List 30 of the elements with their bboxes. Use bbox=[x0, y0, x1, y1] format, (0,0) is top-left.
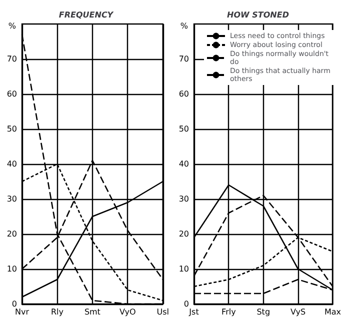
y-tick-label: 70 bbox=[178, 54, 189, 64]
y-tick-label: 40 bbox=[178, 160, 189, 168]
y-axis-title: % bbox=[8, 22, 16, 30]
y-tick-label: 0 bbox=[184, 300, 189, 308]
y-tick-label: 10 bbox=[178, 264, 189, 274]
y-tick-label: 60 bbox=[178, 90, 189, 98]
y-tick-label: 40 bbox=[6, 160, 17, 168]
x-tick-label: Nvr bbox=[14, 308, 30, 316]
y-tick-label: 20 bbox=[6, 230, 17, 238]
x-tick-label: Frly bbox=[222, 308, 236, 316]
y-tick-label: 50 bbox=[178, 124, 189, 134]
y-tick-label: 0 bbox=[12, 300, 17, 308]
x-tick-label: VyS bbox=[290, 308, 306, 316]
y-tick-label: 20 bbox=[178, 230, 189, 238]
chart-title: HOW STONED bbox=[227, 10, 290, 20]
y-axis-title: % bbox=[180, 22, 188, 30]
x-tick-label: VyO bbox=[120, 308, 136, 316]
chart-title: FREQUENCY bbox=[58, 10, 114, 20]
x-tick-label: Usl bbox=[156, 308, 169, 316]
x-tick-label: Max bbox=[324, 308, 342, 316]
x-tick-label: Stg bbox=[256, 308, 270, 316]
y-tick-label: 10 bbox=[6, 264, 17, 274]
y-tick-label: 30 bbox=[6, 194, 17, 204]
y-tick-label: 70 bbox=[6, 54, 17, 64]
x-tick-label: Rly bbox=[50, 308, 64, 316]
x-tick-label: Smt bbox=[84, 308, 100, 316]
y-tick-label: 30 bbox=[178, 194, 189, 204]
y-tick-label: 50 bbox=[6, 124, 17, 134]
y-tick-label: 60 bbox=[6, 90, 17, 98]
x-tick-label: Jst bbox=[188, 308, 199, 316]
